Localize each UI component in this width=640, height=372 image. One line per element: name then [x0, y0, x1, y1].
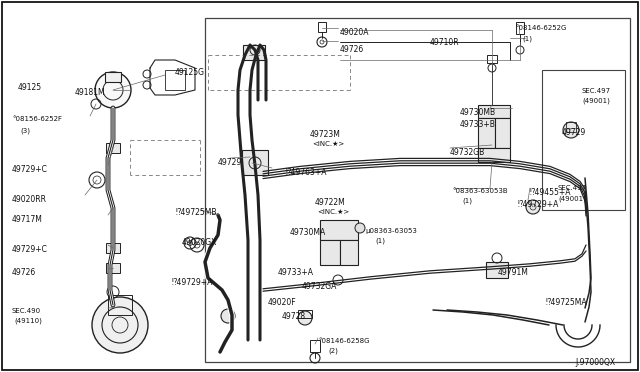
Bar	[486, 262, 508, 278]
Text: ⁉49729+A: ⁉49729+A	[172, 278, 213, 287]
Bar	[478, 118, 495, 148]
Bar	[487, 55, 497, 63]
Text: 49732GA: 49732GA	[302, 282, 337, 291]
Text: 49722M: 49722M	[315, 198, 346, 207]
Text: 49732GB: 49732GB	[450, 148, 485, 157]
Text: °08146-6258G: °08146-6258G	[318, 338, 369, 344]
Text: µ08363-63053: µ08363-63053	[365, 228, 417, 234]
Text: °08156-6252F: °08156-6252F	[12, 116, 62, 122]
Circle shape	[298, 311, 312, 325]
Text: ⁉49725MB: ⁉49725MB	[175, 208, 216, 217]
Bar	[205, 18, 630, 362]
Text: SEC.497: SEC.497	[558, 185, 587, 191]
Text: (3): (3)	[20, 127, 30, 134]
Bar	[495, 118, 510, 148]
Text: 49729+C: 49729+C	[12, 245, 48, 254]
Text: SEC.497: SEC.497	[582, 88, 611, 94]
Circle shape	[95, 72, 131, 108]
Bar	[108, 295, 132, 315]
Text: 49125G: 49125G	[175, 68, 205, 77]
Circle shape	[103, 80, 123, 100]
Text: 49733+A: 49733+A	[278, 268, 314, 277]
Bar	[106, 263, 120, 273]
Text: 49729: 49729	[218, 158, 243, 167]
Bar	[516, 22, 524, 34]
Text: 49710R: 49710R	[430, 38, 460, 47]
Text: ⁉49725MA: ⁉49725MA	[545, 298, 587, 307]
Bar	[478, 105, 510, 118]
Text: 49730MB: 49730MB	[460, 108, 496, 117]
Text: 49729+C: 49729+C	[12, 165, 48, 174]
Bar	[320, 240, 340, 265]
Text: 49020F: 49020F	[268, 298, 296, 307]
Circle shape	[92, 297, 148, 353]
Bar	[105, 72, 121, 82]
Text: <INC.★>: <INC.★>	[317, 209, 349, 215]
Text: 49733+B: 49733+B	[460, 120, 496, 129]
Text: °08363-63053B: °08363-63053B	[452, 188, 508, 194]
Text: ⁉49763+A: ⁉49763+A	[285, 168, 326, 177]
Text: 49726: 49726	[12, 268, 36, 277]
Bar	[566, 122, 576, 132]
Bar	[478, 148, 510, 162]
Text: 49020GX: 49020GX	[182, 238, 218, 247]
Text: ⁉49455+A: ⁉49455+A	[530, 188, 572, 197]
Text: 49729: 49729	[562, 128, 586, 137]
Text: <INC.★>: <INC.★>	[312, 141, 344, 147]
Text: 49020A: 49020A	[340, 28, 369, 37]
Text: 49020RR: 49020RR	[12, 195, 47, 204]
Bar	[542, 70, 625, 210]
Bar	[310, 340, 320, 352]
Text: 49717M: 49717M	[12, 215, 43, 224]
Circle shape	[221, 309, 235, 323]
Circle shape	[526, 200, 540, 214]
Text: (49001): (49001)	[558, 196, 586, 202]
Bar	[106, 243, 120, 253]
Text: 49791M: 49791M	[498, 268, 529, 277]
Bar	[243, 45, 265, 60]
Text: J.97000QX: J.97000QX	[575, 358, 615, 367]
Bar	[106, 143, 120, 153]
Text: °08146-6252G: °08146-6252G	[515, 25, 566, 31]
Bar	[318, 22, 326, 32]
Text: 49723M: 49723M	[310, 130, 341, 139]
Text: SEC.490: SEC.490	[12, 308, 41, 314]
Text: ⁉49729+A: ⁉49729+A	[518, 200, 559, 209]
Text: 49726: 49726	[340, 45, 364, 54]
Text: (49110): (49110)	[14, 318, 42, 324]
Text: 49181M: 49181M	[75, 88, 106, 97]
Text: 49125: 49125	[18, 83, 42, 92]
Bar	[340, 240, 358, 265]
Text: (1): (1)	[522, 36, 532, 42]
Bar	[298, 310, 312, 318]
Bar	[320, 220, 358, 240]
Text: 49728: 49728	[282, 312, 306, 321]
Text: (2): (2)	[328, 348, 338, 355]
Text: 49730MA: 49730MA	[290, 228, 326, 237]
Text: (49001): (49001)	[582, 98, 610, 105]
Circle shape	[102, 307, 138, 343]
Circle shape	[563, 122, 579, 138]
Text: (1): (1)	[462, 198, 472, 205]
Circle shape	[355, 223, 365, 233]
Text: (1): (1)	[375, 238, 385, 244]
Bar	[165, 70, 185, 90]
Bar	[242, 150, 268, 175]
